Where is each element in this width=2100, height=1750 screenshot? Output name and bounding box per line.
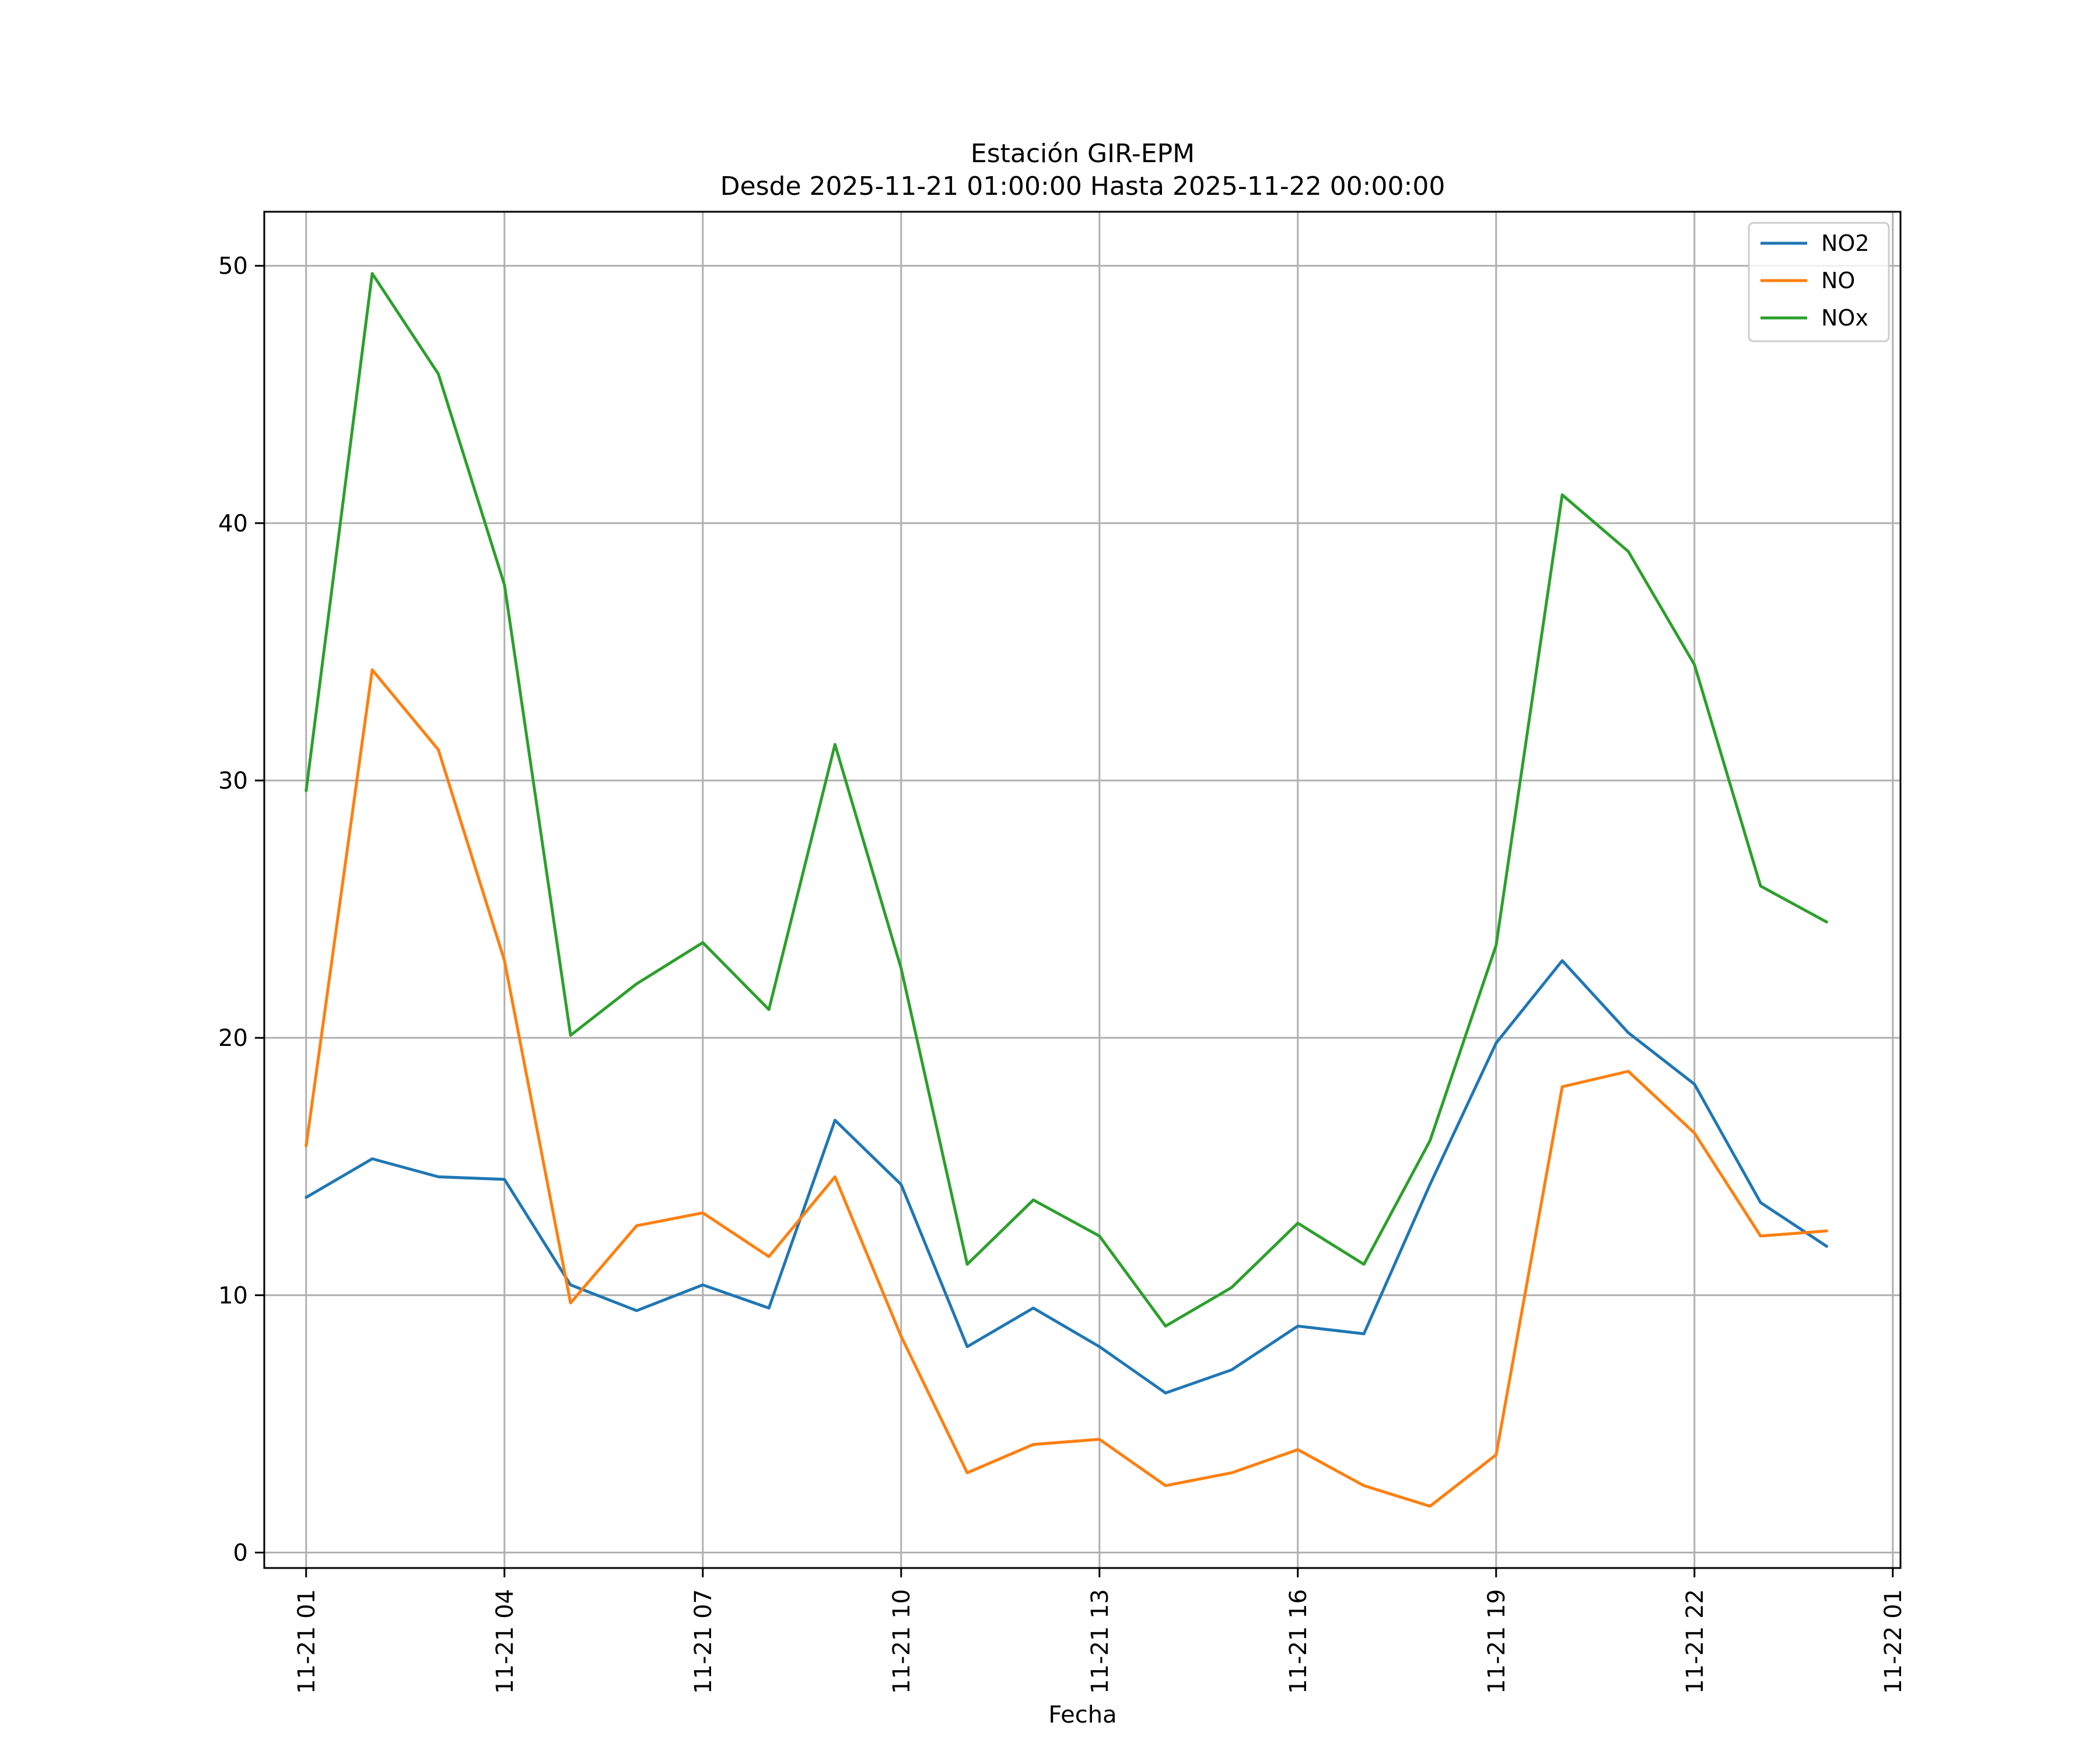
y-tick-label: 10	[218, 1282, 248, 1309]
legend-label-no2: NO2	[1821, 230, 1870, 256]
x-tick-label: 11-21 19	[1483, 1589, 1510, 1694]
x-tick-label: 11-21 16	[1285, 1589, 1312, 1694]
y-tick-label: 50	[218, 253, 248, 280]
x-tick-label: 11-21 04	[492, 1589, 519, 1694]
x-tick-label: 11-21 10	[888, 1589, 915, 1694]
chart-title: Estación GIR-EPM	[971, 139, 1195, 169]
chart-subtitle: Desde 2025-11-21 01:00:00 Hasta 2025-11-…	[720, 172, 1446, 201]
grid	[264, 212, 1901, 1568]
y-tick-label: 20	[218, 1025, 248, 1052]
series-line-nox	[304, 272, 1828, 1328]
x-tick-label: 11-21 01	[293, 1589, 320, 1694]
x-axis: 11-21 01 11-21 04 11-21 07 11-21 10 11-21 13…	[293, 1568, 1907, 1694]
series-group	[304, 272, 1828, 1508]
legend-label-nox: NOx	[1821, 305, 1868, 331]
series-line-no	[304, 668, 1828, 1508]
y-axis: 0 10 20 30 40 50	[218, 253, 264, 1567]
legend: NO2 NO NOx	[1748, 222, 1890, 342]
legend-box	[1748, 222, 1890, 342]
x-tick-label: 11-21 22	[1682, 1589, 1709, 1694]
x-tick-label: 11-21 13	[1087, 1589, 1114, 1694]
plot-frame	[263, 211, 1902, 1569]
x-axis-label: Fecha	[1048, 1702, 1116, 1728]
legend-label-no: NO	[1821, 268, 1855, 293]
series-line-no2	[304, 959, 1828, 1395]
y-tick-label: 30	[218, 768, 248, 794]
x-tick-label: 11-22 01	[1880, 1589, 1907, 1694]
x-tick-label: 11-21 07	[690, 1589, 717, 1694]
y-tick-label: 0	[233, 1540, 248, 1567]
y-tick-label: 40	[218, 510, 248, 537]
